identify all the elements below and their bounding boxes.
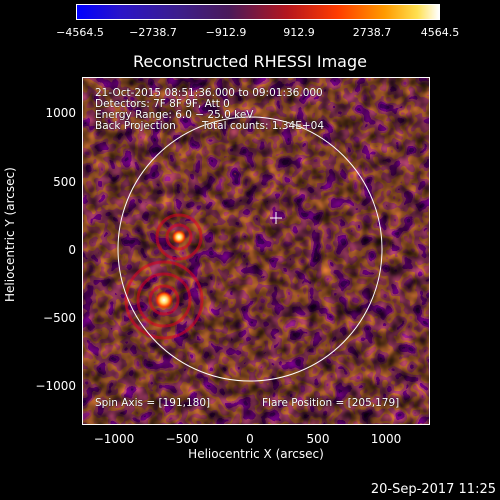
x-tick-label: 1000 — [370, 432, 402, 446]
x-axis-label: Heliocentric X (arcsec) — [188, 447, 324, 461]
annotation-detectors: Detectors: 7F 8F 9F, Att 0 — [95, 98, 230, 110]
hot-source — [172, 230, 186, 244]
annotation-energy-range: Energy Range: 6.0 − 25.0 keV — [95, 109, 254, 121]
x-tick-label: 500 — [306, 432, 330, 446]
y-tick-label: −1000 — [35, 379, 76, 393]
x-tick-label: −1000 — [93, 432, 135, 446]
y-tick-label: 500 — [53, 175, 76, 189]
colorbar-tick: −4564.5 — [56, 26, 104, 39]
colorbar-tick: −2738.7 — [129, 26, 177, 39]
y-tick-label: 0 — [68, 243, 76, 257]
x-tick-label: 0 — [246, 432, 254, 446]
timestamp: 20-Sep-2017 11:25 — [370, 482, 496, 497]
y-tick-label: −500 — [43, 311, 76, 325]
y-axis-label: Heliocentric Y (arcsec) — [3, 167, 17, 302]
y-tick-label: 1000 — [45, 106, 76, 120]
annotation-flare-position: Flare Position = [205,179] — [262, 397, 400, 409]
solar-limb-circle — [117, 116, 383, 382]
hot-source — [155, 291, 173, 309]
plot-title: Reconstructed RHESSI Image — [133, 52, 367, 71]
colorbar-tick: −912.9 — [205, 26, 247, 39]
reconstructed-image — [82, 77, 430, 425]
annotation-time-range: 21-Oct-2015 08:51:36.000 to 09:01:36.000 — [95, 87, 323, 99]
annotation-total-counts: Total counts: 1.34E+04 — [202, 120, 325, 132]
image-plot-area[interactable] — [82, 77, 430, 425]
colorbar-tick: 4564.5 — [420, 26, 460, 39]
source-rings — [124, 213, 204, 340]
fringe-pattern — [82, 77, 430, 425]
annotation-method: Back Projection — [95, 120, 176, 132]
colorbar-tick: 912.9 — [283, 26, 315, 39]
annotation-spin-axis: Spin Axis = [191,180] — [95, 397, 211, 409]
colorbar-tick: 2738.7 — [352, 26, 392, 39]
crosshair-marker — [270, 212, 282, 224]
x-tick-label: −500 — [165, 432, 199, 446]
colorbar — [76, 4, 440, 20]
